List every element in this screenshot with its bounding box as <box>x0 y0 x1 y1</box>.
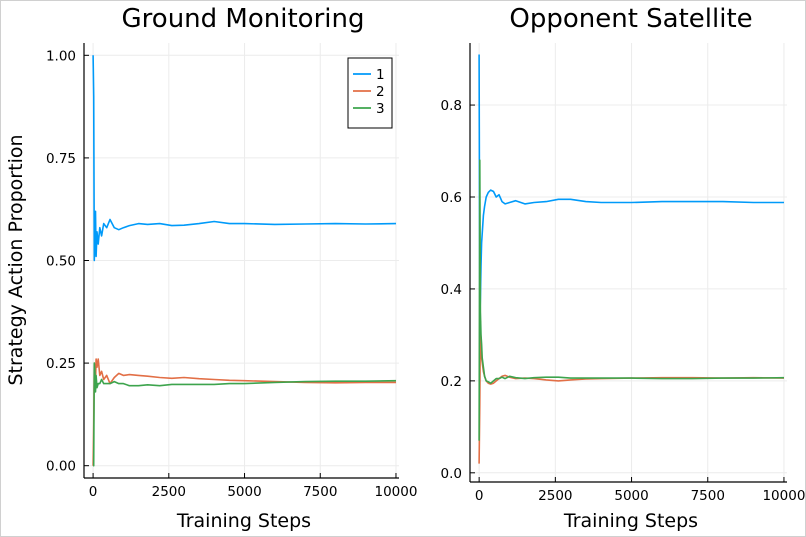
y-tick-label: 0.75 <box>46 151 76 167</box>
x-tick-label: 10000 <box>762 488 805 504</box>
x-tick-label: 7500 <box>691 488 725 504</box>
series-line-2 <box>92 358 396 466</box>
ticks: 0 2500 5000 7500 10000 0.0 0.2 0.4 0.6 0.8 <box>441 98 806 504</box>
y-tick-label: 0.4 <box>441 282 462 298</box>
chart-title: Ground Monitoring <box>122 4 365 34</box>
legend-label-3: 3 <box>376 101 385 117</box>
x-tick-label: 10000 <box>374 484 417 500</box>
legend: 123 <box>347 57 393 129</box>
y-tick-label: 0.2 <box>441 374 462 390</box>
y-tick-label: 0.00 <box>46 459 76 475</box>
grid <box>470 43 787 482</box>
chart-ground-monitoring: Ground Monitoring 0 2500 5000 7500 10000 0.00… <box>5 4 417 532</box>
y-tick-label: 0.8 <box>441 98 462 114</box>
x-axis-label: Training Steps <box>176 510 311 532</box>
x-tick-label: 5000 <box>227 484 261 500</box>
ticks: 0 2500 5000 7500 10000 0.00 0.25 0.50 0.75 1.00 <box>46 48 418 500</box>
y-tick-label: 1.00 <box>46 48 76 64</box>
y-tick-label: 0.25 <box>46 356 76 372</box>
series-line-3 <box>478 159 785 441</box>
legend-label-1: 1 <box>376 67 385 83</box>
chart-title: Opponent Satellite <box>509 4 752 34</box>
series-layer <box>92 55 397 467</box>
y-tick-label: 0.6 <box>441 190 462 206</box>
y-axis-label: Strategy Action Proportion <box>5 134 27 385</box>
x-tick-label: 2500 <box>152 484 186 500</box>
x-tick-label: 7500 <box>303 484 337 500</box>
legend-box <box>347 57 393 129</box>
y-tick-label: 0.50 <box>46 254 76 270</box>
legend-label-2: 2 <box>376 84 385 100</box>
x-tick-label: 5000 <box>614 488 648 504</box>
chart-opponent-satellite: Opponent Satellite 0 2500 5000 7500 10000 0.0… <box>441 4 806 532</box>
series-line-3 <box>92 362 397 467</box>
series-line-1 <box>92 55 397 262</box>
y-tick-label: 0.0 <box>441 466 462 482</box>
x-tick-label: 2500 <box>538 488 572 504</box>
x-tick-label: 0 <box>475 488 484 504</box>
series-layer <box>478 54 785 464</box>
x-axis-label: Training Steps <box>563 510 698 532</box>
series-line-1 <box>478 54 784 322</box>
x-tick-label: 0 <box>89 484 98 500</box>
